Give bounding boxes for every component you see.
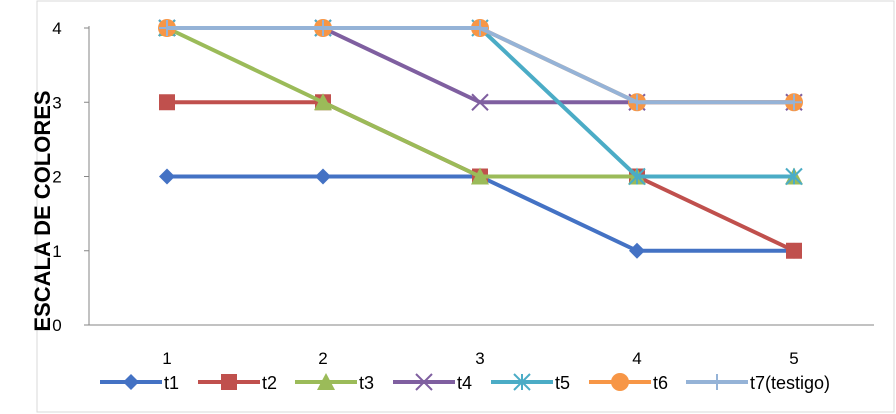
y-tick-label: 3 (52, 93, 61, 112)
series-t7-testigo- (159, 20, 802, 111)
legend-label: t5 (555, 373, 570, 393)
series-layer (158, 19, 803, 259)
plus-marker (709, 374, 725, 390)
legend-label: t4 (457, 373, 472, 393)
square-marker (786, 242, 802, 259)
legend-item: t4 (393, 373, 472, 393)
legend-item: t7(testigo) (686, 373, 830, 393)
x-tick-label: 4 (632, 349, 641, 368)
chart-frame (36, 0, 895, 413)
x-marker (415, 373, 433, 391)
y-axis-label: ESCALA DE COLORES (30, 90, 55, 331)
square-marker (159, 94, 175, 111)
diamond-marker (315, 168, 331, 185)
legend-item: t2 (198, 373, 277, 393)
y-tick-label: 0 (52, 316, 61, 335)
triangle-marker (314, 93, 332, 111)
circle-marker (611, 373, 629, 391)
legend-item: t3 (295, 373, 374, 393)
y-tick-label: 1 (52, 242, 61, 261)
plus-marker (472, 20, 488, 36)
x-tick-label: 1 (162, 349, 171, 368)
square-marker (221, 374, 237, 390)
asterisk-marker (628, 167, 646, 186)
diamond-marker (629, 242, 645, 259)
x-tick-label: 5 (789, 349, 798, 368)
legend-label: t7(testigo) (750, 373, 830, 393)
diamond-marker (159, 168, 175, 185)
triangle-marker (471, 167, 489, 185)
plus-marker (629, 94, 645, 111)
legend-label: t2 (262, 373, 277, 393)
legend-item: t6 (589, 373, 668, 393)
plus-marker (786, 94, 802, 111)
x-tick-label: 3 (475, 349, 484, 368)
asterisk-marker (513, 373, 531, 391)
asterisk-marker (785, 167, 803, 186)
plus-marker (315, 20, 331, 36)
legend-item: t1 (100, 373, 179, 393)
legend-label: t6 (653, 373, 668, 393)
legend-label: t3 (359, 373, 374, 393)
y-tick-label: 2 (52, 168, 61, 187)
y-tick-label: 4 (52, 19, 61, 38)
triangle-marker (317, 373, 335, 390)
x-tick-label: 2 (318, 349, 327, 368)
legend-label: t1 (164, 373, 179, 393)
plus-marker (159, 20, 175, 36)
x-marker (471, 93, 489, 111)
diamond-marker (123, 374, 139, 390)
legend-item: t5 (491, 373, 570, 393)
legend: t1 t2 t3 t4 t5 t6 t7(testigo) (100, 373, 830, 393)
axes: 0 1 2 3 4 1 2 3 4 5 (52, 19, 874, 368)
